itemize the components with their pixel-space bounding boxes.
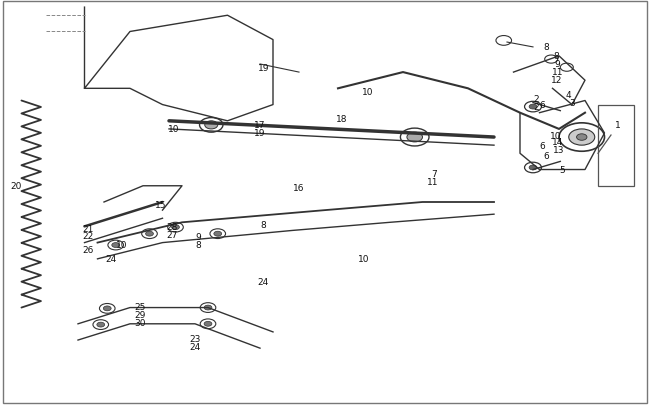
Text: 10: 10 [168,124,180,133]
Text: 10: 10 [361,88,373,97]
Text: 9: 9 [555,60,560,68]
Text: 19: 19 [257,64,269,72]
Text: 27: 27 [166,230,178,239]
Circle shape [569,130,595,146]
Text: 30: 30 [134,319,146,328]
Text: 10: 10 [116,241,128,249]
Text: 28: 28 [166,222,178,231]
Circle shape [146,232,153,237]
Text: 17: 17 [254,121,266,130]
Circle shape [205,122,218,130]
Text: 14: 14 [552,137,564,146]
Circle shape [529,105,537,110]
Text: 21: 21 [82,224,94,233]
Text: 20: 20 [10,182,22,191]
Text: 6: 6 [540,141,545,150]
Circle shape [214,232,222,237]
Circle shape [577,134,587,141]
Text: 29: 29 [134,311,146,320]
Text: 6: 6 [540,101,545,110]
Text: 10: 10 [550,131,562,140]
Circle shape [97,322,105,327]
Circle shape [529,166,537,171]
Text: 9: 9 [196,232,201,241]
Text: 8: 8 [196,241,201,249]
Text: 1: 1 [615,121,620,130]
Text: 8: 8 [261,220,266,229]
Text: 2: 2 [534,95,539,104]
Circle shape [204,305,212,310]
Text: 8: 8 [553,51,558,60]
Text: 11: 11 [552,68,564,77]
Text: 4: 4 [566,91,571,100]
Text: 26: 26 [82,246,94,255]
Text: 13: 13 [553,145,565,154]
Text: 7: 7 [432,170,437,179]
Circle shape [112,243,120,248]
Text: 11: 11 [426,178,438,187]
Text: 16: 16 [293,184,305,193]
Text: 18: 18 [335,115,347,124]
Text: 10: 10 [358,255,370,264]
Circle shape [407,133,422,143]
Text: 25: 25 [134,303,146,311]
Text: 19: 19 [254,128,266,137]
Text: 3: 3 [569,99,575,108]
Text: 2: 2 [534,103,539,112]
Text: 23: 23 [189,334,201,343]
Text: 8: 8 [543,43,549,52]
Text: 6: 6 [543,151,549,160]
Text: 22: 22 [82,232,94,241]
Text: 24: 24 [189,342,201,351]
Text: 24: 24 [257,277,269,286]
Circle shape [204,322,212,326]
Circle shape [103,306,111,311]
Text: 12: 12 [551,76,563,85]
Text: 15: 15 [155,200,167,209]
Circle shape [172,225,179,230]
Text: 5: 5 [560,166,565,175]
Text: 24: 24 [105,254,116,263]
